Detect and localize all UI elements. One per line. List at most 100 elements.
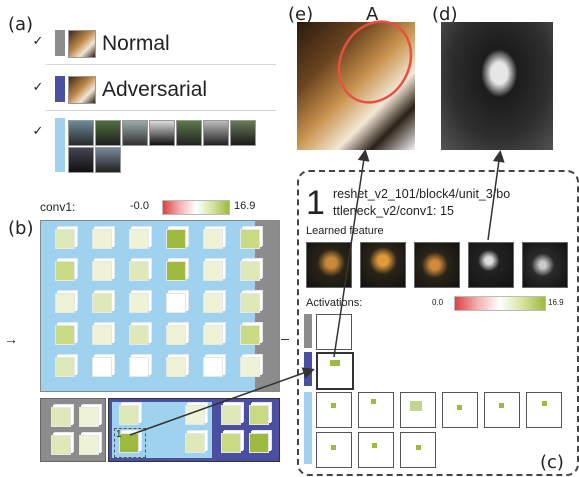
neuron-tile[interactable] bbox=[166, 229, 186, 249]
panel-label-c: (c) bbox=[540, 452, 564, 473]
normal-subgrid[interactable] bbox=[40, 398, 106, 462]
neuron-tile[interactable] bbox=[119, 433, 139, 453]
learned-feature-image[interactable] bbox=[468, 242, 514, 288]
neuron-tile[interactable] bbox=[166, 357, 186, 377]
activation-color-scale bbox=[454, 296, 546, 311]
target-activation-map[interactable] bbox=[358, 392, 394, 428]
target-activation-map[interactable] bbox=[316, 392, 352, 428]
activations-label: Activations: bbox=[306, 297, 363, 309]
selection-to-detail-arrow bbox=[129, 367, 315, 436]
activation-spot bbox=[372, 443, 377, 448]
normal-sample-thumbnail bbox=[68, 30, 96, 58]
neuron-tile[interactable] bbox=[129, 293, 149, 313]
target-class-checkbox[interactable]: ✓ bbox=[32, 124, 44, 139]
neuron-tile[interactable] bbox=[129, 325, 149, 345]
neuron-tile[interactable] bbox=[92, 357, 112, 377]
neuron-tile[interactable] bbox=[55, 357, 75, 377]
neuron-tile[interactable] bbox=[92, 261, 112, 281]
adversarial-label: Adversarial bbox=[102, 78, 208, 101]
neuron-tile[interactable] bbox=[79, 407, 99, 427]
neuron-tile[interactable] bbox=[240, 261, 260, 281]
normal-color-swatch bbox=[55, 30, 65, 56]
neuron-tile[interactable] bbox=[221, 433, 241, 453]
target-activation-map[interactable] bbox=[526, 392, 562, 428]
neuron-tile[interactable] bbox=[166, 325, 186, 345]
target-activation-map[interactable] bbox=[400, 432, 436, 468]
neuron-tile[interactable] bbox=[203, 325, 223, 345]
neuron-tile[interactable] bbox=[221, 405, 241, 425]
learned-feature-image[interactable] bbox=[360, 242, 406, 288]
adversarial-checkbox[interactable]: ✓ bbox=[32, 80, 44, 95]
activation-scale-min: 0.0 bbox=[432, 298, 444, 307]
selected-neuron-box[interactable] bbox=[114, 428, 146, 458]
neuron-tile[interactable] bbox=[240, 229, 260, 249]
neuron-tile[interactable] bbox=[185, 433, 205, 453]
target-activation-bar bbox=[304, 392, 312, 464]
feature-to-example-arrow bbox=[487, 150, 505, 241]
adversarial-input-image bbox=[297, 22, 415, 150]
sample-thumbnail bbox=[230, 120, 256, 146]
adversarial-subgrid[interactable] bbox=[108, 398, 280, 462]
highlight-ellipse bbox=[337, 20, 413, 104]
layer-path: reshet_v2_101/block4/unit_3/bo ttleneck_… bbox=[333, 186, 510, 220]
neuron-tile[interactable] bbox=[249, 433, 269, 453]
sample-thumbnail bbox=[68, 120, 94, 146]
neuron-tile[interactable] bbox=[129, 357, 149, 377]
learned-feature-image[interactable] bbox=[522, 242, 568, 288]
neuron-tile[interactable] bbox=[55, 325, 75, 345]
activation-spot bbox=[331, 403, 336, 408]
color-scale-bar bbox=[162, 200, 230, 215]
target-activation-map[interactable] bbox=[442, 392, 478, 428]
activation-spot bbox=[410, 401, 422, 411]
neuron-tile[interactable] bbox=[55, 261, 75, 281]
neuron-tile[interactable] bbox=[55, 229, 75, 249]
legend-divider bbox=[46, 110, 276, 111]
neuron-tile[interactable] bbox=[55, 293, 75, 313]
neuron-tile[interactable] bbox=[129, 261, 149, 281]
neuron-tile[interactable] bbox=[166, 293, 186, 313]
panel-label-b: (b) bbox=[8, 218, 34, 239]
neuron-tile[interactable] bbox=[51, 435, 71, 455]
neuron-tile[interactable] bbox=[240, 293, 260, 313]
sample-thumbnail bbox=[149, 120, 175, 146]
learned-feature-image[interactable] bbox=[414, 242, 460, 288]
adversarial-activation-map[interactable] bbox=[316, 352, 354, 390]
learned-feature-example-image bbox=[441, 22, 553, 150]
neuron-tile[interactable] bbox=[249, 405, 269, 425]
neuron-tile[interactable] bbox=[203, 293, 223, 313]
target-activation-map[interactable] bbox=[358, 432, 394, 468]
neuron-grid[interactable] bbox=[40, 220, 280, 392]
target-activation-map[interactable] bbox=[484, 392, 520, 428]
neuron-tile[interactable] bbox=[51, 407, 71, 427]
row-pointer-arrow-icon: → bbox=[4, 331, 18, 347]
target-activation-map[interactable] bbox=[400, 392, 436, 428]
learned-feature-image[interactable] bbox=[306, 242, 352, 288]
target-class-color-swatch bbox=[55, 118, 65, 172]
neuron-tile[interactable] bbox=[203, 261, 223, 281]
adversarial-color-swatch bbox=[55, 76, 65, 102]
target-activation-map[interactable] bbox=[316, 432, 352, 468]
adversarial-sample-thumbnail bbox=[68, 76, 96, 104]
normal-checkbox[interactable]: ✓ bbox=[32, 34, 44, 49]
scale-min-label: -0.0 bbox=[130, 200, 149, 212]
layer-path-line2: ttleneck_v2/conv1: 15 bbox=[333, 204, 454, 218]
activation-spot bbox=[542, 401, 547, 406]
neuron-tile[interactable] bbox=[240, 325, 260, 345]
neuron-tile[interactable] bbox=[92, 325, 112, 345]
activation-spot bbox=[457, 405, 462, 410]
activation-spot bbox=[416, 445, 421, 450]
panel-label-d: (d) bbox=[432, 4, 458, 25]
neuron-tile[interactable] bbox=[203, 229, 223, 249]
sample-thumbnail bbox=[122, 120, 148, 146]
neuron-tile[interactable] bbox=[92, 293, 112, 313]
activation-spot bbox=[330, 360, 340, 366]
neuron-tile[interactable] bbox=[79, 435, 99, 455]
neuron-tile[interactable] bbox=[129, 229, 149, 249]
neuron-tile[interactable] bbox=[92, 229, 112, 249]
neuron-tile[interactable] bbox=[203, 357, 223, 377]
neuron-tile[interactable] bbox=[119, 405, 139, 425]
normal-activation-map[interactable] bbox=[316, 314, 352, 350]
panel-label-a: (a) bbox=[8, 14, 34, 35]
neuron-tile[interactable] bbox=[166, 261, 186, 281]
neuron-tile[interactable] bbox=[240, 357, 260, 377]
